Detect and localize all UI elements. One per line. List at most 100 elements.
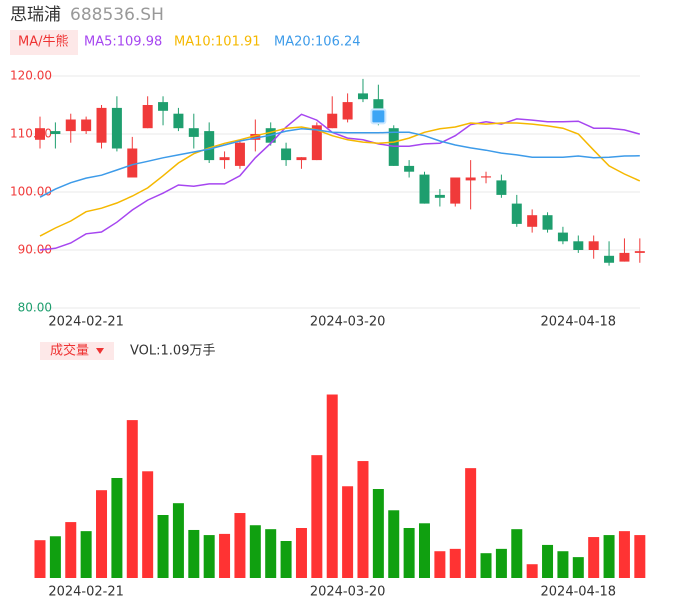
candle-body	[388, 128, 399, 166]
volume-bar	[542, 544, 554, 578]
volume-bar	[495, 548, 507, 578]
volume-bar	[480, 553, 492, 578]
volume-bar	[572, 557, 584, 578]
candle-body	[481, 176, 492, 178]
candle-body	[327, 113, 338, 129]
volume-bar	[80, 531, 92, 578]
y-tick-label: 90.00	[18, 243, 52, 257]
selection-marker	[370, 108, 387, 125]
volume-bar	[172, 503, 184, 578]
candle-body	[634, 251, 645, 253]
volume-bar	[219, 533, 231, 578]
volume-bar	[449, 548, 461, 578]
volume-bar	[142, 471, 154, 578]
candle-body	[96, 107, 107, 143]
candle-body	[127, 148, 138, 178]
ma-line	[39, 122, 641, 237]
volume-bar	[295, 527, 307, 578]
volume-bar	[403, 527, 415, 578]
x-tick-label: 2024-02-21	[48, 315, 124, 330]
indicator-button-bg[interactable]	[10, 30, 78, 55]
volume-bar	[557, 551, 569, 578]
candle-body	[311, 125, 322, 161]
candle-body	[496, 180, 507, 195]
volume-bar	[618, 531, 630, 578]
dropdown-arrow[interactable]	[96, 348, 104, 354]
x-tick-label: 2024-03-20	[310, 315, 386, 330]
candle-body	[404, 165, 415, 172]
candle-body	[111, 107, 122, 149]
candle-body	[342, 102, 353, 120]
candle-body	[250, 134, 261, 140]
y-tick-label: 100.00	[10, 185, 52, 199]
y-tick-label: 120.00	[10, 69, 52, 83]
volume-bar	[234, 513, 246, 578]
volume-bar	[326, 394, 338, 578]
y-tick-label: 110.00	[10, 127, 52, 141]
volume-bar	[434, 551, 446, 578]
candle-body	[296, 157, 307, 161]
candle-body	[281, 148, 292, 161]
x-tick-label: 2024-04-18	[541, 315, 617, 330]
volume-button[interactable]: 成交量	[50, 343, 89, 359]
candle-body	[542, 215, 553, 230]
volume-bar	[372, 489, 384, 578]
candle-body	[465, 177, 476, 181]
candle-body	[204, 131, 215, 161]
volume-bar	[388, 510, 400, 578]
volume-label: VOL:1.09万手	[130, 344, 215, 359]
volume-bar	[465, 468, 477, 578]
volume-bar	[588, 537, 600, 578]
volume-bar	[265, 529, 277, 578]
candle-body	[173, 113, 184, 129]
x-tick-label: 2024-04-18	[541, 585, 617, 600]
candle-body	[188, 128, 199, 137]
stock-name: 思瑞浦	[10, 5, 61, 25]
candle-body	[588, 241, 599, 250]
candle-body	[158, 102, 169, 111]
volume-bar	[634, 535, 646, 578]
volume-bar	[126, 420, 138, 578]
candle-body	[419, 174, 430, 204]
legend-entry: MA20:106.24	[274, 35, 361, 50]
volume-bar	[157, 515, 169, 578]
candle-body	[573, 241, 584, 250]
candle-body	[81, 119, 92, 132]
volume-bar	[419, 523, 430, 578]
volume-bar	[96, 490, 108, 578]
x-tick-label: 2024-02-21	[48, 585, 124, 600]
volume-bar	[603, 535, 615, 578]
candle-body	[434, 194, 445, 198]
candle-body	[619, 252, 630, 262]
volume-bar	[357, 461, 369, 578]
candle-body	[450, 177, 461, 204]
ma-line	[39, 113, 640, 251]
candle-body	[142, 105, 153, 129]
volume-button-bg[interactable]	[40, 342, 114, 360]
legend-entry: MA10:101.91	[174, 35, 261, 50]
x-tick-label: 2024-03-20	[310, 585, 386, 600]
candle-body	[65, 119, 76, 132]
volume-bar	[342, 486, 354, 578]
volume-bar	[311, 455, 323, 578]
volume-bar	[249, 525, 261, 578]
candle-body	[511, 203, 522, 224]
candle-body	[357, 93, 368, 100]
legend-entry: MA5:109.98	[84, 35, 162, 50]
candle-body	[527, 215, 538, 227]
candle-body	[219, 157, 230, 161]
candle-body	[50, 131, 61, 134]
volume-bar	[280, 540, 292, 578]
volume-bar	[111, 477, 123, 578]
volume-bar	[188, 529, 200, 578]
volume-bar	[511, 529, 523, 578]
ma-line	[39, 128, 640, 198]
volume-bar	[65, 522, 77, 578]
candle-body	[557, 232, 568, 242]
volume-bar	[34, 540, 46, 578]
indicator-button[interactable]: MA/牛熊	[18, 34, 69, 50]
candle-body	[604, 255, 615, 263]
volume-bar	[49, 536, 61, 578]
stock-code: 688536.SH	[70, 5, 164, 25]
